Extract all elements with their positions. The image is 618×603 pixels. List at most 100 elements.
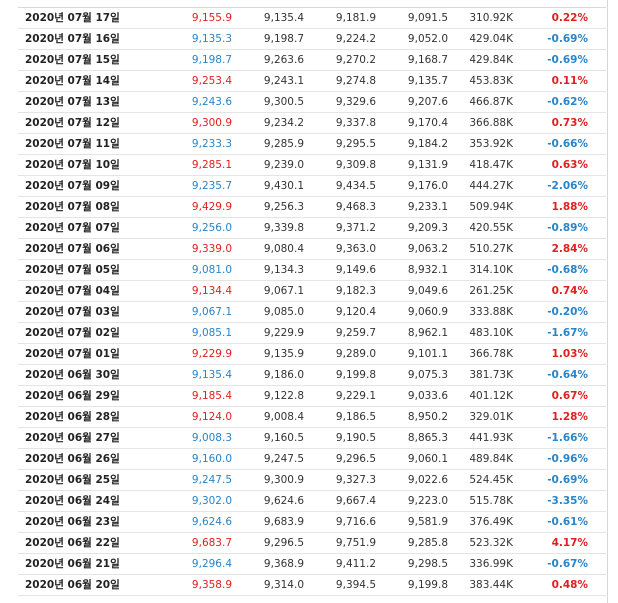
volume-cell: 420.55K (469, 222, 513, 234)
change-cell: -1.66% (547, 432, 588, 444)
close-cell: 9,155.9 (191, 12, 232, 24)
open-cell: 9,683.9 (263, 516, 304, 528)
date-cell: 2020년 07월 06일 (25, 243, 120, 255)
open-cell: 9,300.5 (263, 96, 304, 108)
table-row: 2020년 07월 03일 9,067.1 9,085.0 9,120.4 9,060.… (18, 302, 606, 323)
change-cell: -3.35% (547, 495, 588, 507)
high-cell: 9,274.8 (335, 75, 376, 87)
volume-cell: 366.88K (469, 117, 513, 129)
volume-cell: 314.10K (469, 264, 513, 276)
open-cell: 9,122.8 (263, 390, 304, 402)
table-row: 2020년 07월 12일 9,300.9 9,234.2 9,337.8 9,170.… (18, 113, 606, 134)
date-cell: 2020년 06월 24일 (25, 495, 120, 507)
high-cell: 9,371.2 (335, 222, 376, 234)
close-cell: 9,253.4 (191, 75, 232, 87)
low-cell: 9,091.5 (407, 12, 448, 24)
date-cell: 2020년 06월 26일 (25, 453, 120, 465)
table-row: 2020년 07월 07일 9,256.0 9,339.8 9,371.2 9,209.… (18, 218, 606, 239)
volume-cell: 376.49K (469, 516, 513, 528)
change-cell: -0.96% (547, 453, 588, 465)
date-cell: 2020년 07월 08일 (25, 201, 120, 213)
table-row: 2020년 07월 02일 9,085.1 9,229.9 9,259.7 8,962.… (18, 323, 606, 344)
change-cell: 1.03% (551, 348, 588, 360)
change-cell: -0.69% (547, 54, 588, 66)
high-cell: 9,363.0 (335, 243, 376, 255)
low-cell: 9,168.7 (407, 54, 448, 66)
date-cell: 2020년 06월 23일 (25, 516, 120, 528)
volume-cell: 429.04K (469, 33, 513, 45)
date-cell: 2020년 07월 01일 (25, 348, 120, 360)
change-cell: -0.61% (547, 516, 588, 528)
volume-cell: 515.78K (469, 495, 513, 507)
high-cell: 9,229.1 (335, 390, 376, 402)
open-cell: 9,067.1 (263, 285, 304, 297)
open-cell: 9,085.0 (263, 306, 304, 318)
change-cell: -1.67% (547, 327, 588, 339)
open-cell: 9,160.5 (263, 432, 304, 444)
low-cell: 9,170.4 (407, 117, 448, 129)
date-cell: 2020년 06월 29일 (25, 390, 120, 402)
close-cell: 9,339.0 (191, 243, 232, 255)
high-cell: 9,468.3 (335, 201, 376, 213)
close-cell: 9,135.3 (191, 33, 232, 45)
high-cell: 9,309.8 (335, 159, 376, 171)
open-cell: 9,135.9 (263, 348, 304, 360)
high-cell: 9,337.8 (335, 117, 376, 129)
volume-cell: 353.92K (469, 138, 513, 150)
change-cell: -0.66% (547, 138, 588, 150)
volume-cell: 383.44K (469, 579, 513, 591)
volume-cell: 329.01K (469, 411, 513, 423)
open-cell: 9,296.5 (263, 537, 304, 549)
date-cell: 2020년 06월 22일 (25, 537, 120, 549)
volume-cell: 401.12K (469, 390, 513, 402)
high-cell: 9,186.5 (335, 411, 376, 423)
open-cell: 9,008.4 (263, 411, 304, 423)
table-row: 2020년 06월 21일 9,296.4 9,368.9 9,411.2 9,298.… (18, 554, 606, 575)
low-cell: 9,209.3 (407, 222, 448, 234)
high-cell: 9,182.3 (335, 285, 376, 297)
high-cell: 9,295.5 (335, 138, 376, 150)
volume-cell: 366.78K (469, 348, 513, 360)
volume-cell: 489.84K (469, 453, 513, 465)
open-cell: 9,339.8 (263, 222, 304, 234)
date-cell: 2020년 06월 20일 (25, 579, 120, 591)
date-cell: 2020년 06월 25일 (25, 474, 120, 486)
low-cell: 9,135.7 (407, 75, 448, 87)
close-cell: 9,124.0 (191, 411, 232, 423)
close-cell: 9,229.9 (191, 348, 232, 360)
volume-cell: 333.88K (469, 306, 513, 318)
date-cell: 2020년 07월 03일 (25, 306, 120, 318)
close-cell: 9,185.4 (191, 390, 232, 402)
low-cell: 9,049.6 (407, 285, 448, 297)
high-cell: 9,329.6 (335, 96, 376, 108)
close-cell: 9,243.6 (191, 96, 232, 108)
date-cell: 2020년 06월 21일 (25, 558, 120, 570)
close-cell: 9,198.7 (191, 54, 232, 66)
low-cell: 9,298.5 (407, 558, 448, 570)
close-cell: 9,008.3 (191, 432, 232, 444)
change-cell: 0.63% (551, 159, 588, 171)
date-cell: 2020년 07월 14일 (25, 75, 120, 87)
volume-cell: 523.32K (469, 537, 513, 549)
panel-border (607, 0, 608, 603)
change-cell: 0.22% (551, 12, 588, 24)
volume-cell: 483.10K (469, 327, 513, 339)
open-cell: 9,314.0 (263, 579, 304, 591)
date-cell: 2020년 07월 13일 (25, 96, 120, 108)
high-cell: 9,259.7 (335, 327, 376, 339)
open-cell: 9,243.1 (263, 75, 304, 87)
volume-cell: 418.47K (469, 159, 513, 171)
close-cell: 9,683.7 (191, 537, 232, 549)
table-row: 2020년 07월 16일 9,135.3 9,198.7 9,224.2 9,052.… (18, 29, 606, 50)
close-cell: 9,135.4 (191, 369, 232, 381)
low-cell: 8,962.1 (407, 327, 448, 339)
close-cell: 9,300.9 (191, 117, 232, 129)
high-cell: 9,394.5 (335, 579, 376, 591)
table-row: 2020년 06월 22일 9,683.7 9,296.5 9,751.9 9,285.… (18, 533, 606, 554)
close-cell: 9,429.9 (191, 201, 232, 213)
close-cell: 9,134.4 (191, 285, 232, 297)
open-cell: 9,134.3 (263, 264, 304, 276)
low-cell: 9,184.2 (407, 138, 448, 150)
change-cell: 0.11% (551, 75, 588, 87)
table-row: 2020년 07월 14일 9,253.4 9,243.1 9,274.8 9,135.… (18, 71, 606, 92)
